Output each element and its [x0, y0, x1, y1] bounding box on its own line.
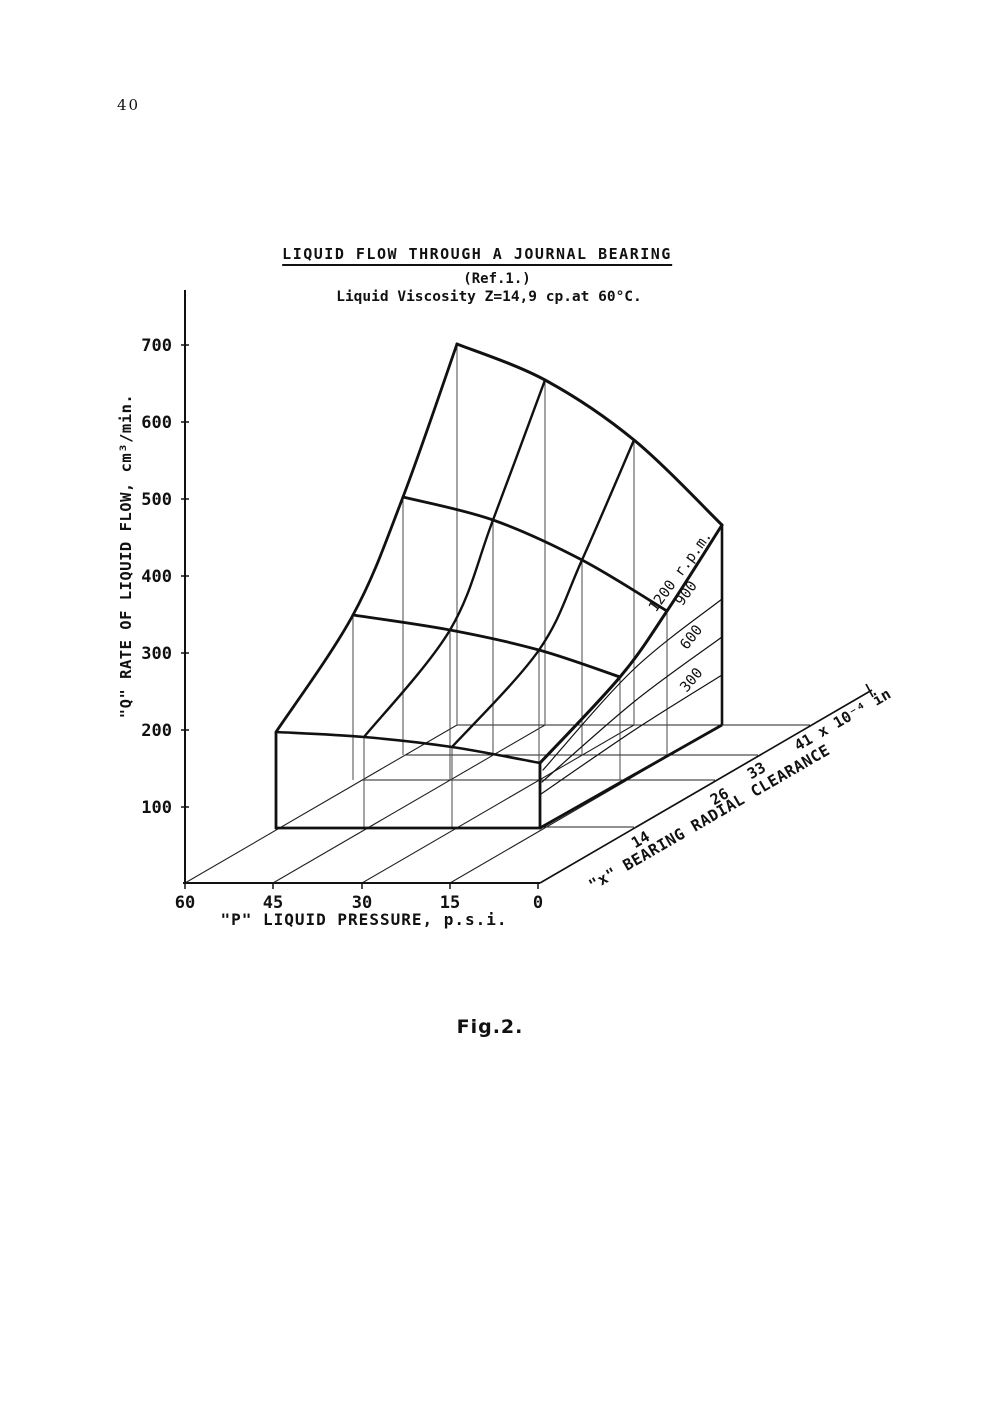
y-tick-label: 200: [141, 721, 172, 741]
y-tick-label: 500: [141, 490, 172, 510]
y-tick-label: 400: [141, 567, 172, 587]
rpm-label-300: 300: [677, 665, 706, 695]
right-wall-bottom-edge: [539, 723, 723, 830]
profile-600rpm: [541, 636, 723, 783]
x-tick-label: 45: [263, 893, 283, 913]
y-tick-label: 300: [141, 644, 172, 664]
x-tick-label: 60: [175, 893, 195, 913]
edge-P15: [538, 523, 724, 765]
curve-900rpm-x33: [401, 495, 669, 613]
profile-300rpm: [540, 674, 723, 795]
y-tick-label: 100: [141, 798, 172, 818]
figure-reference: (Ref.1.): [463, 271, 531, 287]
depth-axis-end-tick: [865, 683, 874, 698]
depth-axis-title: "x" BEARING RADIAL CLEARANCE: [586, 741, 833, 894]
curve-600rpm-x26: [351, 613, 622, 679]
y-axis-title: "Q" RATE OF LIQUID FLOW, cm³/min.: [117, 394, 135, 718]
edge-P60: [274, 342, 459, 734]
figure-caption: Fig.2.: [456, 1016, 524, 1038]
y-tick-label: 600: [141, 413, 172, 433]
curve-1200rpm-x41: [455, 342, 724, 527]
rpm-label-600: 600: [677, 622, 706, 652]
depth-axis-line: [539, 689, 873, 884]
base-diagonal-P45: [272, 724, 546, 884]
figure-title: LIQUID FLOW THROUGH A JOURNAL BEARING: [282, 245, 672, 266]
profile-900rpm: [542, 598, 723, 771]
x-tick-label: 0: [533, 893, 543, 913]
figure-subtitle: Liquid Viscosity Z=14,9 cp.at 60°C.: [336, 289, 642, 305]
curve-300rpm-x14: [274, 730, 542, 765]
depth-tick-41: 41 x 10⁻⁴ in: [791, 685, 894, 755]
base-diagonal-P30: [361, 724, 635, 884]
mesh-P45: [362, 378, 547, 739]
x-tick-label: 30: [352, 893, 372, 913]
base-diagonal-P60: [184, 724, 458, 884]
x-axis-title: "P" LIQUID PRESSURE, p.s.i.: [220, 910, 507, 929]
mesh-P30: [450, 438, 636, 749]
page-number: 40: [117, 96, 141, 114]
y-tick-label: 700: [141, 336, 172, 356]
x-tick-label: 15: [440, 893, 460, 913]
